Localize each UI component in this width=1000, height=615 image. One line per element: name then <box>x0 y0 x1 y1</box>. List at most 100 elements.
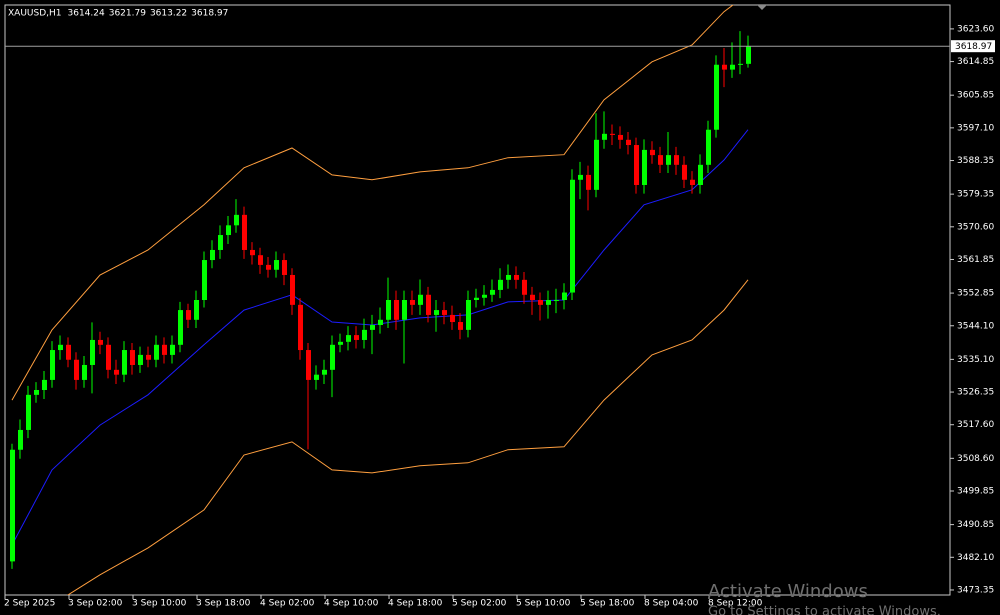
candle-body <box>554 300 559 301</box>
candle-body <box>426 294 431 315</box>
candle-body <box>98 339 103 345</box>
candle-body <box>42 379 47 390</box>
x-tick-label: 4 Sep 10:00 <box>324 599 379 609</box>
candle-body <box>114 369 119 375</box>
watermark-subtitle: Go to Settings to activate Windows. <box>708 605 941 615</box>
y-tick-label: 3605.85 <box>957 91 994 101</box>
candle-body <box>82 364 87 380</box>
candle-body <box>154 344 159 360</box>
candle-body <box>618 134 623 140</box>
candle-body <box>594 139 599 190</box>
candle-body <box>658 155 663 165</box>
candle-body <box>746 46 751 64</box>
price-box <box>951 40 995 53</box>
candle-body <box>466 300 471 330</box>
candle-body <box>298 304 303 351</box>
candle-body <box>266 264 271 270</box>
y-tick-label: 3544.10 <box>957 321 994 331</box>
y-tick-label: 3570.60 <box>957 222 994 232</box>
candle-body <box>514 274 519 280</box>
candle-body <box>410 300 415 305</box>
x-tick-label: 3 Sep 18:00 <box>196 599 251 609</box>
candle-body <box>258 255 263 265</box>
candle-body <box>490 289 495 295</box>
header-value: 3621.79 <box>109 9 146 19</box>
candle-body <box>562 292 567 300</box>
candle-body <box>90 339 95 365</box>
y-tick-label: 3508.60 <box>957 454 994 464</box>
candle-body <box>122 350 127 375</box>
candle-body <box>34 389 39 395</box>
header-value: 3614.24 <box>68 9 105 19</box>
candle-body <box>634 145 639 185</box>
y-tick-label: 3526.35 <box>957 388 994 398</box>
y-tick-label: 3579.35 <box>957 190 994 200</box>
candle-body <box>26 394 31 430</box>
indicator-line <box>66 279 749 595</box>
candle-body <box>434 310 439 315</box>
x-tick-label: 4 Sep 18:00 <box>388 599 443 609</box>
candle-body <box>738 63 743 65</box>
candle-body <box>138 354 143 365</box>
candle-body <box>346 335 351 342</box>
candle-body <box>706 129 711 165</box>
candle-body <box>586 174 591 190</box>
candle-body <box>362 329 367 340</box>
candle-body <box>274 260 279 270</box>
y-tick-label: 3535.10 <box>957 355 994 365</box>
candle-body <box>530 294 535 300</box>
candle-body <box>10 449 15 562</box>
candle-body <box>498 279 503 290</box>
candle-body <box>210 249 215 261</box>
candle-body <box>730 64 735 70</box>
candle-body <box>218 235 223 250</box>
x-tick-label: 3 Sep 02:00 <box>68 599 123 609</box>
candle-body <box>290 274 295 305</box>
candle-body <box>338 341 343 345</box>
x-tick-label: 5 Sep 18:00 <box>580 599 635 609</box>
y-tick-label: 3482.10 <box>957 553 994 563</box>
x-tick-label: 2 Sep 2025 <box>4 599 55 609</box>
y-tick-label: 3517.60 <box>957 420 994 430</box>
candle-body <box>546 300 551 305</box>
candle-body <box>626 139 631 146</box>
candle-body <box>186 310 191 320</box>
candle-body <box>442 310 447 315</box>
candle-body <box>690 179 695 185</box>
header-value: 3613.22 <box>150 9 187 19</box>
candle-body <box>474 297 479 300</box>
candle-body <box>106 344 111 370</box>
candle-body <box>378 319 383 326</box>
x-tick-label: 5 Sep 02:00 <box>452 599 507 609</box>
candle-body <box>698 164 703 185</box>
candle-body <box>314 374 319 380</box>
candle-body <box>418 294 423 305</box>
y-tick-label: 3499.85 <box>957 487 994 497</box>
y-tick-label: 3588.35 <box>957 156 994 166</box>
candle-body <box>666 155 671 165</box>
watermark-title: Activate Windows <box>708 581 868 602</box>
y-tick-label: 3623.60 <box>957 24 994 34</box>
candle-body <box>370 325 375 330</box>
candle-body <box>578 174 583 180</box>
candle-body <box>330 344 335 370</box>
candle-body <box>250 249 255 256</box>
candle-body <box>282 260 287 275</box>
candle-body <box>202 260 207 300</box>
candle-body <box>162 344 167 355</box>
y-tick-label: 3614.85 <box>957 57 994 67</box>
axes: 3623.60 3614.85 3605.85 3597.10 3588.35 3579.… <box>4 24 995 609</box>
candle-body <box>242 214 247 250</box>
candle-body <box>602 133 607 140</box>
x-tick-label: 8 Sep 12:00 <box>708 599 763 609</box>
candle-body <box>322 369 327 375</box>
candle-body <box>74 359 79 380</box>
candle-body <box>450 314 455 323</box>
plot-frame <box>4 4 951 596</box>
y-tick-label: 3473.35 <box>957 585 994 595</box>
x-tick-label: 4 Sep 02:00 <box>260 599 315 609</box>
candle-body <box>682 164 687 180</box>
candle-body <box>194 300 199 320</box>
y-tick-label: 3490.85 <box>957 520 994 530</box>
